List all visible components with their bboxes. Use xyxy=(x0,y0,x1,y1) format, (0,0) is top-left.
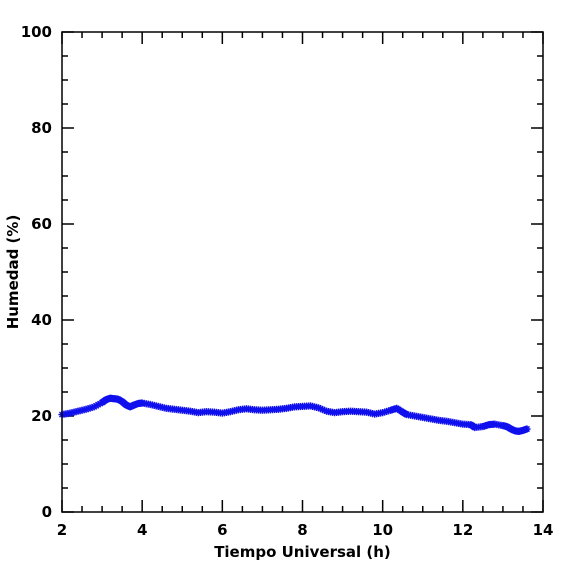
data-point xyxy=(523,425,531,433)
x-tick-label: 4 xyxy=(137,521,147,539)
x-tick-label: 6 xyxy=(217,521,227,539)
y-tick-label: 100 xyxy=(21,23,52,41)
plot-frame xyxy=(61,31,544,513)
x-tick-label: 2 xyxy=(57,521,67,539)
y-axis-label: Humedad (%) xyxy=(4,215,22,330)
y-tick-label: 0 xyxy=(42,503,52,521)
y-tick-label: 20 xyxy=(31,407,52,425)
x-tick-label: 14 xyxy=(533,521,554,539)
y-tick-label: 40 xyxy=(31,311,52,329)
x-tick-label: 10 xyxy=(372,521,393,539)
x-axis-label: Tiempo Universal (h) xyxy=(214,543,391,561)
axis-ticks xyxy=(61,31,544,513)
tick-labels: 2 4 6 8 10 12 14 0 20 40 60 80 100 xyxy=(21,23,554,539)
y-tick-label: 60 xyxy=(31,215,52,233)
data-points xyxy=(58,394,531,435)
x-tick-label: 8 xyxy=(297,521,307,539)
x-tick-label: 12 xyxy=(452,521,473,539)
y-tick-label: 80 xyxy=(31,119,52,137)
